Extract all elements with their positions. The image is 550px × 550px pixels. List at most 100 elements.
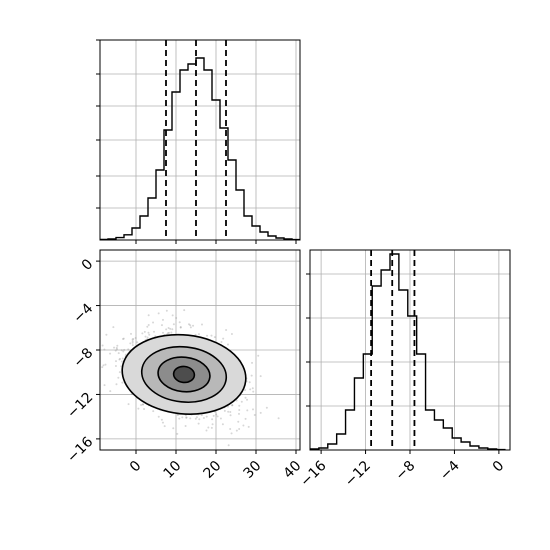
sample-point xyxy=(115,346,118,349)
sample-point xyxy=(198,418,201,421)
sample-point xyxy=(161,421,164,424)
sample-point xyxy=(212,414,215,417)
sample-point xyxy=(160,418,163,421)
sample-point xyxy=(120,360,123,363)
sample-point xyxy=(222,337,225,340)
sample-point xyxy=(219,417,222,420)
sample-point xyxy=(117,376,120,379)
sample-point xyxy=(237,420,240,423)
sample-point xyxy=(251,361,254,364)
sample-point xyxy=(230,332,233,335)
sample-point xyxy=(185,416,188,419)
sample-point xyxy=(207,426,210,429)
x-tick-label: −16 xyxy=(297,458,329,490)
sample-point xyxy=(185,416,188,419)
sample-point xyxy=(169,327,172,330)
sample-point xyxy=(123,348,126,351)
sample-point xyxy=(171,314,174,317)
sample-point xyxy=(242,424,245,427)
sample-point xyxy=(231,404,234,407)
sample-point xyxy=(118,358,121,361)
sample-point xyxy=(114,349,117,352)
y-tick-label: −4 xyxy=(70,301,96,327)
sample-point xyxy=(136,341,139,344)
sample-point xyxy=(161,318,164,321)
sample-point xyxy=(168,331,171,334)
contour-line xyxy=(157,356,211,393)
sample-point xyxy=(131,344,134,347)
sample-point xyxy=(247,425,250,428)
sample-point xyxy=(148,333,151,336)
sample-point xyxy=(248,381,251,384)
y-tick-label: −16 xyxy=(64,434,96,466)
sample-point xyxy=(200,414,203,417)
sample-point xyxy=(210,426,213,429)
sample-point xyxy=(141,332,144,335)
sample-point xyxy=(205,415,208,418)
sample-point xyxy=(170,331,173,334)
sample-point xyxy=(116,344,119,347)
sample-point xyxy=(127,348,130,351)
sample-point xyxy=(167,332,170,335)
sample-point xyxy=(142,403,145,406)
sample-point xyxy=(202,416,205,419)
sample-point xyxy=(231,404,234,407)
sample-point xyxy=(197,333,200,336)
sample-point xyxy=(129,342,132,345)
sample-point xyxy=(137,407,140,410)
sample-point xyxy=(141,403,144,406)
sample-point xyxy=(103,384,106,387)
sample-point xyxy=(165,309,168,312)
x-tick-label: 0 xyxy=(490,458,508,476)
sample-point xyxy=(257,354,260,357)
sample-point xyxy=(152,321,155,324)
sample-point xyxy=(246,398,249,401)
sample-point xyxy=(179,326,182,329)
sample-point xyxy=(131,338,134,341)
sample-point xyxy=(235,429,238,432)
sample-point xyxy=(121,381,124,384)
sample-point xyxy=(230,432,233,435)
sample-point xyxy=(118,371,121,374)
sample-point xyxy=(121,337,124,340)
sample-point xyxy=(189,324,192,327)
sample-point xyxy=(131,340,134,343)
density-fill xyxy=(173,366,195,383)
sample-point xyxy=(172,427,175,430)
sample-point xyxy=(246,409,249,412)
sample-point xyxy=(200,323,203,326)
sample-point xyxy=(227,410,230,413)
histogram-step-line xyxy=(100,57,300,241)
sample-point xyxy=(197,422,200,425)
sample-point xyxy=(226,343,229,346)
sample-point xyxy=(211,418,214,421)
axes-frame xyxy=(309,249,511,451)
sample-point xyxy=(211,423,214,426)
sample-point xyxy=(101,366,104,369)
sample-point xyxy=(167,327,170,330)
sample-point xyxy=(134,337,137,340)
sample-point xyxy=(259,411,262,414)
x-tick-label: 0 xyxy=(127,458,145,476)
sample-point xyxy=(220,341,223,344)
sample-point xyxy=(165,328,168,331)
sample-point xyxy=(195,416,198,419)
sample-point xyxy=(115,383,118,386)
contour-line xyxy=(140,345,228,404)
sample-point xyxy=(178,321,181,324)
sample-point xyxy=(143,330,146,333)
sample-point xyxy=(259,375,262,378)
x-tick-label: 30 xyxy=(241,458,265,482)
sample-point xyxy=(194,417,197,420)
sample-point xyxy=(127,403,130,406)
sample-point xyxy=(215,413,218,416)
y-tick-label: −12 xyxy=(64,389,96,421)
x-tick-label: −12 xyxy=(342,458,374,490)
sample-point xyxy=(183,309,186,312)
sample-point xyxy=(221,423,224,426)
sample-point xyxy=(238,409,241,412)
sample-point xyxy=(143,408,146,411)
sample-point xyxy=(163,425,166,428)
sample-point xyxy=(229,410,232,413)
